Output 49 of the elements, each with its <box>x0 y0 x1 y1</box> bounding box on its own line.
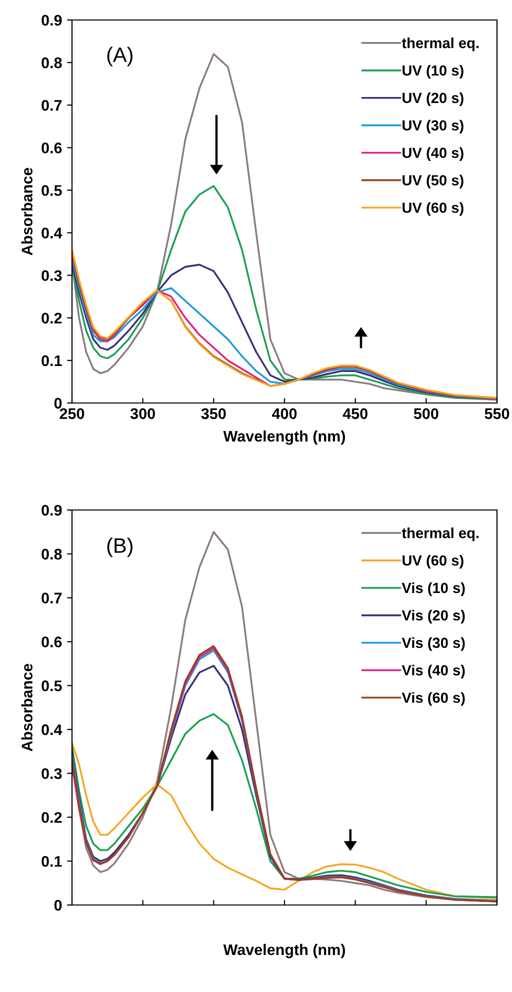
line-series <box>72 742 497 900</box>
y-tick-label: 0.9 <box>42 504 62 516</box>
y-tick-label: 0.9 <box>42 14 62 26</box>
x-tick-label: 350 <box>201 408 226 420</box>
legend-label: Vis (40 s) <box>402 664 465 678</box>
line-series <box>72 713 497 898</box>
y-tick-label: 0 <box>54 900 62 911</box>
annotation: (B) <box>107 538 132 558</box>
y-tick-label: 0.4 <box>42 228 62 238</box>
x-tick-label: 400 <box>272 408 297 420</box>
y-axis-title: Absorbance <box>21 664 32 752</box>
legend-label: Vis (60 s) <box>402 692 465 706</box>
legend-label: UV (10 s) <box>402 64 464 79</box>
legend-label: Vis (10 s) <box>402 582 465 596</box>
y-tick-label: 0.3 <box>42 270 62 282</box>
legend-label: thermal eq. <box>402 38 478 52</box>
y-tick-label: 0.1 <box>42 856 62 867</box>
x-tick-label: 500 <box>414 408 438 420</box>
y-tick-label: 0.6 <box>42 142 62 154</box>
x-tick-label: 300 <box>130 408 155 420</box>
legend-label: UV (40 s) <box>402 147 464 161</box>
y-tick-label: 0.8 <box>42 57 62 68</box>
x-tick-label: 550 <box>484 408 510 420</box>
y-tick-label: 0.1 <box>42 355 62 366</box>
y-tick-label: 0.7 <box>42 100 62 111</box>
y-tick-label: 0.6 <box>42 636 62 648</box>
x-tick-label: 250 <box>60 408 84 420</box>
legend-label: Vis (20 s) <box>402 610 465 624</box>
y-tick-label: 0.5 <box>42 680 62 692</box>
y-tick-label: 0.2 <box>42 812 62 823</box>
legend-label: thermal eq. <box>402 528 478 542</box>
y-tick-label: 0.2 <box>42 312 62 324</box>
legend-label: UV (60 s) <box>402 554 464 569</box>
y-tick-label: 0.5 <box>42 185 62 196</box>
y-tick-label: 0.7 <box>42 592 62 604</box>
y-tick-label: 0.3 <box>42 768 62 780</box>
legend-label: UV (50 s) <box>402 174 464 188</box>
y-tick-label: 0 <box>54 398 62 409</box>
x-axis-title: Wavelength (nm) <box>223 944 345 958</box>
y-tick-label: 0.8 <box>42 548 62 560</box>
legend-label: UV (30 s) <box>402 120 464 134</box>
annotation: (A) <box>107 46 132 66</box>
legend-label: UV (60 s) <box>402 202 464 216</box>
legend-label: UV (20 s) <box>402 92 464 106</box>
legend-label: Vis (30 s) <box>402 637 465 651</box>
x-axis-title: Wavelength (nm) <box>223 430 345 445</box>
y-axis-title: Absorbance <box>21 168 32 256</box>
y-tick-label: 0.4 <box>42 724 62 736</box>
x-tick-label: 450 <box>342 408 368 420</box>
